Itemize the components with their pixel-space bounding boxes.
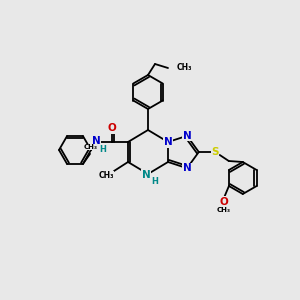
Text: CH₃: CH₃ [98, 172, 114, 181]
Text: CH₃: CH₃ [217, 207, 231, 213]
Text: O: O [220, 197, 228, 207]
Text: S: S [211, 147, 218, 157]
Text: N: N [183, 163, 191, 173]
Text: N: N [142, 170, 150, 180]
Text: CH₃: CH₃ [84, 144, 98, 150]
Text: H: H [152, 178, 158, 187]
Text: N: N [183, 131, 191, 141]
Text: N: N [164, 137, 172, 147]
Text: CH₃: CH₃ [177, 64, 193, 73]
Text: H: H [100, 145, 106, 154]
Text: O: O [108, 123, 116, 133]
Text: N: N [92, 136, 100, 146]
